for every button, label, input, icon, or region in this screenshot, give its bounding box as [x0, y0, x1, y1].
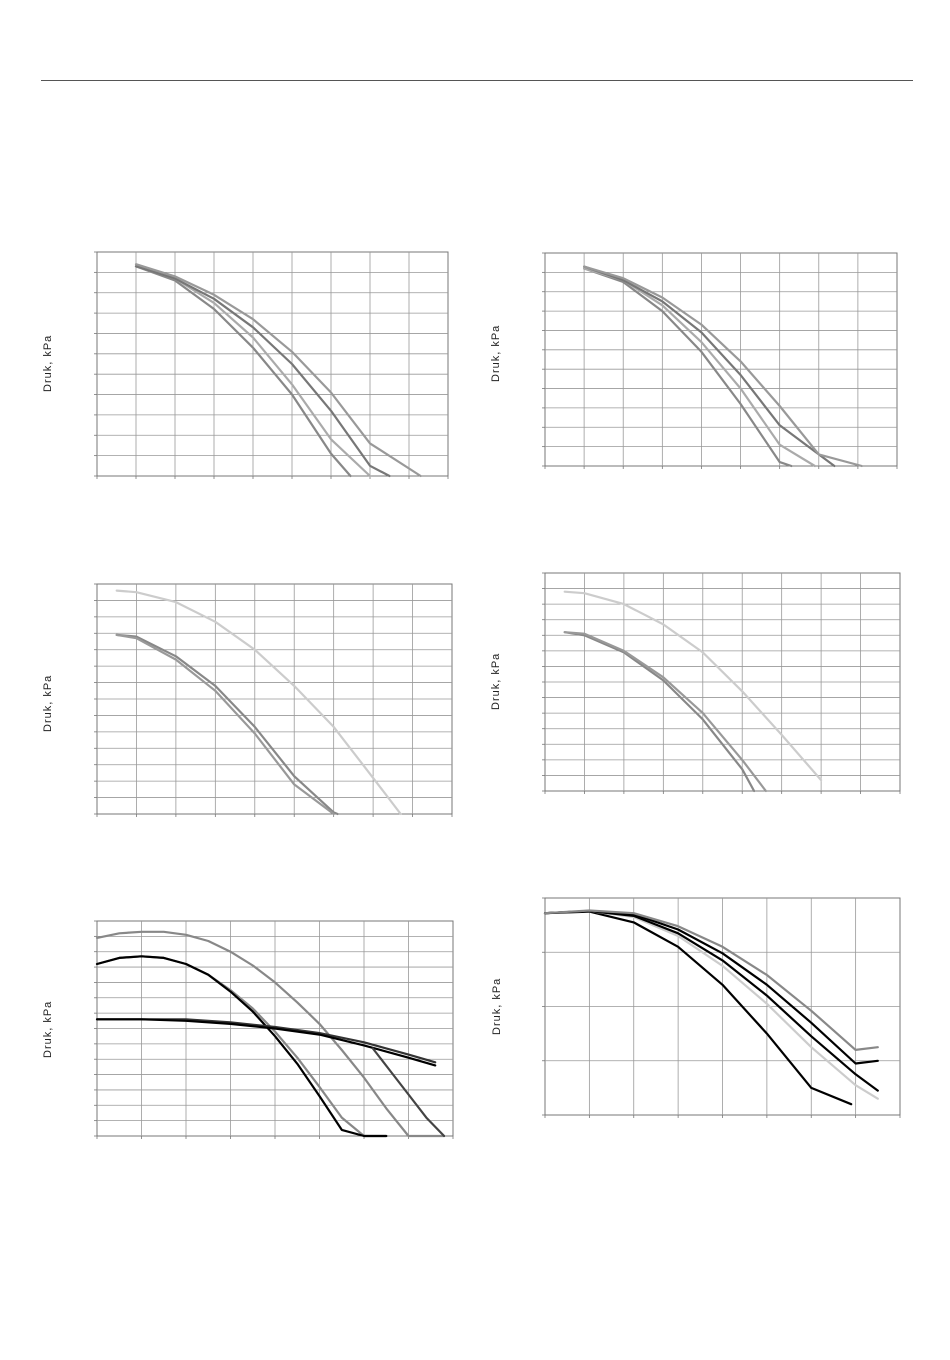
- chart-4: [542, 572, 901, 794]
- chart-5: [94, 920, 454, 1139]
- series-line-2: [563, 631, 756, 793]
- series-line-3: [582, 265, 836, 468]
- chart-3: [94, 583, 453, 817]
- series-line-5: [95, 1018, 437, 1067]
- chart-2: [542, 252, 898, 469]
- series-line-4: [582, 265, 863, 468]
- plot-area: [544, 252, 898, 467]
- series-line-3: [95, 955, 388, 1138]
- chart-6: [542, 897, 901, 1118]
- series-line-4: [134, 263, 422, 478]
- series-line-1: [582, 267, 793, 468]
- series-line-2: [115, 633, 339, 816]
- series-line-1: [543, 910, 853, 1106]
- series-line-1: [563, 590, 823, 782]
- series-line-6: [371, 1047, 446, 1138]
- series-line-1: [95, 930, 446, 1138]
- header-rule: [41, 80, 913, 81]
- series-line-1: [134, 265, 352, 478]
- series-line-5: [543, 909, 879, 1052]
- plot-area: [96, 251, 449, 477]
- chart-1: [94, 251, 449, 479]
- series-line-3: [563, 631, 768, 793]
- series-line-3: [115, 633, 335, 816]
- series-line-3: [134, 265, 391, 478]
- series-line-1: [115, 589, 402, 816]
